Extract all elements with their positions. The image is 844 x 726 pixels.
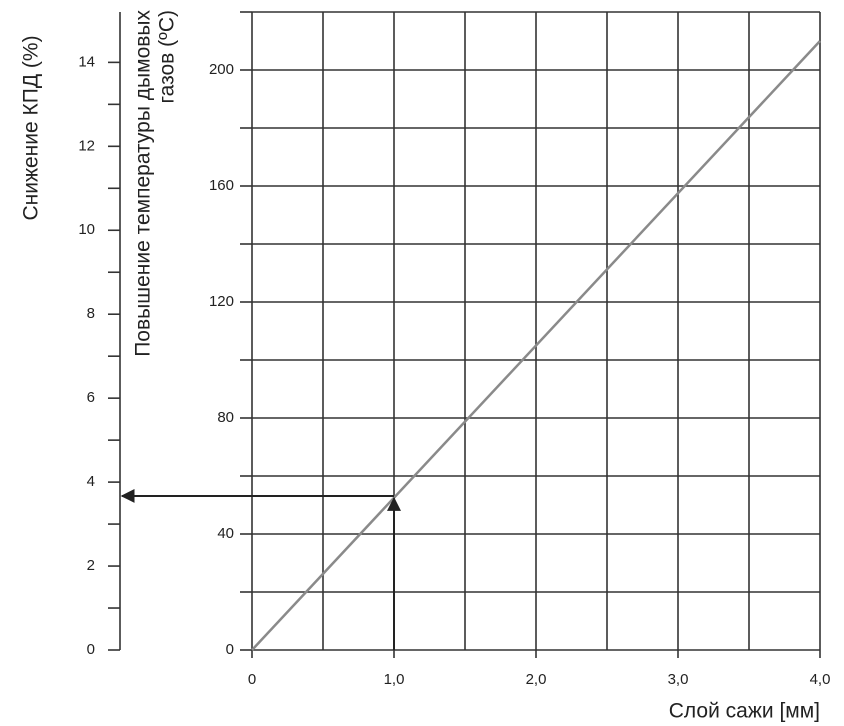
y2-title: Снижение КПД (%)	[20, 35, 43, 220]
y-tick-label: 160	[209, 177, 234, 194]
y-tick-label: 120	[209, 293, 234, 310]
y-tick-label: 0	[226, 641, 234, 658]
x-tick-label: 2,0	[526, 671, 547, 688]
x-title: Слой сажи [мм]	[669, 700, 820, 723]
y2-tick-label: 4	[87, 473, 95, 490]
y2-tick-label: 6	[87, 389, 95, 406]
y2-tick-label: 2	[87, 557, 95, 574]
y2-tick-label: 8	[87, 305, 95, 322]
y-title: Повышение температуры дымовых	[132, 10, 155, 357]
y-title: газов (ºC)	[156, 10, 179, 104]
y2-tick-label: 14	[78, 53, 95, 70]
y-tick-label: 200	[209, 61, 234, 78]
y-tick-label: 40	[217, 525, 234, 542]
x-tick-label: 0	[248, 671, 256, 688]
data-line	[251, 40, 821, 651]
y2-tick-label: 10	[78, 221, 95, 238]
x-tick-label: 3,0	[668, 671, 689, 688]
x-tick-label: 4,0	[810, 671, 831, 688]
y-tick-label: 80	[217, 409, 234, 426]
x-tick-label: 1,0	[384, 671, 405, 688]
y2-tick-label: 0	[87, 641, 95, 658]
y2-tick-label: 12	[78, 137, 95, 154]
